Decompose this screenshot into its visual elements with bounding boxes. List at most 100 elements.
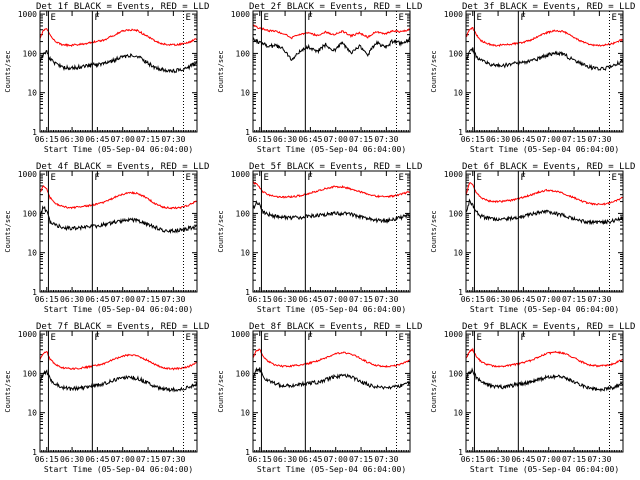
x-tick-label: 07:15 [136, 295, 160, 304]
x-tick-label: 07:15 [562, 455, 586, 464]
detector-panel: Det 6f BLACK = Events, RED = LLD Counts/s… [430, 162, 635, 314]
panel-title: Det 5f BLACK = Events, RED = LLD [249, 162, 422, 172]
panel-title: Det 6f BLACK = Events, RED = LLD [462, 162, 635, 172]
x-tick-label: 06:30 [486, 135, 510, 144]
time-marker-label: E [263, 173, 268, 183]
lld-series-line [40, 350, 197, 371]
time-marker-label: F [94, 173, 99, 183]
x-tick-label: 07:30 [374, 135, 398, 144]
x-tick-label: 06:30 [273, 135, 297, 144]
panel-title: Det 1f BLACK = Events, RED = LLD [36, 2, 209, 12]
x-tick-label: 07:30 [374, 455, 398, 464]
events-series-line [253, 200, 410, 224]
x-tick-label: 06:15 [461, 295, 485, 304]
y-tick-label: 1 [245, 448, 250, 457]
detector-panel: Det 4f BLACK = Events, RED = LLD Counts/s… [4, 162, 209, 314]
x-tick-label: 07:15 [349, 295, 373, 304]
plot-frame [252, 330, 411, 453]
x-tick-label: 06:30 [60, 295, 84, 304]
detector-panel: Det 7f BLACK = Events, RED = LLD Counts/s… [4, 322, 209, 474]
events-series-line [253, 36, 410, 62]
y-axis-label: Counts/sec [217, 210, 225, 252]
events-series-line [466, 47, 623, 71]
x-tick-label: 07:30 [374, 295, 398, 304]
x-tick-label: 06:15 [248, 455, 272, 464]
y-tick-label: 1 [458, 448, 463, 457]
lld-series-line [466, 26, 623, 47]
x-tick-label: 07:30 [587, 135, 611, 144]
x-tick-label: 07:15 [349, 135, 373, 144]
x-tick-label: 07:15 [562, 295, 586, 304]
detector-panel: Det 8f BLACK = Events, RED = LLD Counts/s… [217, 322, 422, 474]
x-tick-label: 06:30 [60, 135, 84, 144]
y-tick-label: 1 [32, 128, 37, 137]
time-marker-label: E [476, 173, 481, 183]
panel-title: Det 9f BLACK = Events, RED = LLD [462, 322, 635, 332]
x-tick-label: 07:15 [136, 135, 160, 144]
x-tick-label: 06:15 [461, 455, 485, 464]
time-marker-label: E [476, 333, 481, 343]
x-tick-label: 06:30 [60, 455, 84, 464]
y-tick-label: 10 [240, 409, 250, 418]
x-tick-label: 07:15 [349, 455, 373, 464]
plot-frame [39, 170, 198, 293]
x-tick-label: 06:30 [486, 455, 510, 464]
detector-panel: Det 2f BLACK = Events, RED = LLD Counts/s… [217, 2, 422, 154]
time-marker-label: E [50, 333, 55, 343]
x-tick-label: 07:30 [587, 295, 611, 304]
time-marker-label: E [185, 333, 190, 343]
lld-series-line [40, 185, 197, 210]
y-tick-label: 100 [23, 49, 38, 58]
y-tick-label: 10 [27, 89, 37, 98]
x-tick-label: 06:45 [511, 295, 535, 304]
lld-series-line [253, 181, 410, 199]
x-tick-label: 07:00 [537, 135, 561, 144]
time-marker-label: E [398, 333, 403, 343]
plot-frame [252, 170, 411, 293]
x-tick-label: 07:15 [136, 455, 160, 464]
panel-title: Det 4f BLACK = Events, RED = LLD [36, 162, 209, 172]
y-tick-label: 1000 [231, 10, 250, 19]
x-tick-label: 06:30 [486, 295, 510, 304]
events-series-line [40, 205, 197, 235]
x-tick-label: 07:30 [161, 135, 185, 144]
y-tick-label: 1000 [18, 330, 37, 339]
y-tick-label: 10 [27, 409, 37, 418]
x-tick-label: 06:15 [461, 135, 485, 144]
y-tick-label: 10 [27, 249, 37, 258]
time-marker-label: E [263, 13, 268, 23]
events-series-line [40, 49, 197, 74]
y-tick-label: 1000 [231, 330, 250, 339]
y-axis-label: Counts/sec [4, 210, 12, 252]
y-tick-label: 100 [449, 49, 464, 58]
y-tick-label: 100 [236, 369, 251, 378]
x-tick-label: 06:15 [35, 135, 59, 144]
y-tick-label: 10 [240, 89, 250, 98]
x-tick-label: 06:45 [298, 135, 322, 144]
y-axis-label: Counts/sec [217, 370, 225, 412]
y-tick-label: 1 [245, 288, 250, 297]
events-series-line [466, 198, 623, 226]
x-tick-label: 07:00 [537, 455, 561, 464]
x-tick-label: 07:30 [587, 455, 611, 464]
time-marker-label: F [94, 333, 99, 343]
x-axis-label: Start Time (05-Sep-04 06:04:00) [44, 465, 193, 474]
y-axis-label: Counts/sec [4, 50, 12, 92]
x-tick-label: 07:00 [111, 455, 135, 464]
plot-frame [252, 10, 411, 133]
x-tick-label: 07:00 [537, 295, 561, 304]
time-marker-label: E [185, 13, 190, 23]
y-tick-label: 100 [23, 369, 38, 378]
x-tick-label: 06:45 [511, 455, 535, 464]
plot-frame [465, 330, 624, 453]
y-tick-label: 1 [32, 288, 37, 297]
detector-panel: Det 3f BLACK = Events, RED = LLD Counts/s… [430, 2, 635, 154]
y-tick-label: 1000 [18, 10, 37, 19]
y-axis-label: Counts/sec [430, 370, 438, 412]
panel-title: Det 7f BLACK = Events, RED = LLD [36, 322, 209, 332]
y-axis-label: Counts/sec [4, 370, 12, 412]
panel-title: Det 8f BLACK = Events, RED = LLD [249, 322, 422, 332]
time-marker-label: E [263, 333, 268, 343]
time-marker-label: E [611, 333, 616, 343]
